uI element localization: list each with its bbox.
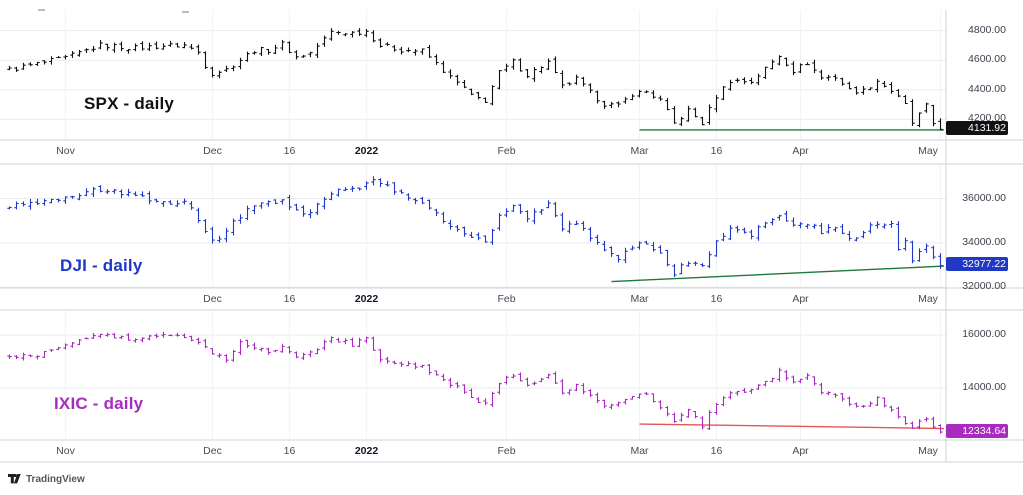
time-axis-label: Feb bbox=[497, 145, 516, 157]
time-axis-label: 2022 bbox=[354, 445, 379, 457]
tradingview-watermark[interactable]: TradingView bbox=[8, 474, 85, 485]
time-axis-label: 16 bbox=[710, 145, 723, 157]
time-axis-label: Nov bbox=[56, 145, 75, 157]
price-axis-label: 36000.00 bbox=[962, 191, 1006, 204]
time-axis-label: Mar bbox=[630, 293, 649, 305]
time-axis-label: Apr bbox=[792, 445, 809, 457]
price-axis-label: 14000.00 bbox=[962, 380, 1006, 393]
time-axis-label: Dec bbox=[203, 145, 222, 157]
panel-title-dji: DJI - daily bbox=[60, 256, 143, 275]
time-axis-label: Mar bbox=[630, 145, 649, 157]
price-axis-label: 4200.00 bbox=[968, 112, 1006, 125]
time-axis-label: Nov bbox=[56, 445, 75, 457]
time-axis-label: Apr bbox=[792, 293, 809, 305]
time-axis-label: Apr bbox=[792, 145, 809, 157]
time-axis-label: May bbox=[918, 445, 938, 457]
time-axis-label: Mar bbox=[630, 445, 649, 457]
time-axis-label: 16 bbox=[283, 293, 296, 305]
time-axis-label: Dec bbox=[203, 445, 222, 457]
time-axis-label: 2022 bbox=[354, 145, 379, 157]
time-axis-label: Feb bbox=[497, 445, 516, 457]
price-axis-label: 4800.00 bbox=[968, 23, 1006, 36]
price-axis-label: 16000.00 bbox=[962, 327, 1006, 340]
watermark-label: TradingView bbox=[26, 474, 85, 485]
chart-pane-spx[interactable] bbox=[0, 10, 946, 140]
time-axis-label: Feb bbox=[497, 293, 516, 305]
price-axis-label: 34000.00 bbox=[962, 235, 1006, 248]
price-axis-label: 4400.00 bbox=[968, 82, 1006, 95]
ui-artifact-mark bbox=[182, 11, 189, 13]
time-axis-label: May bbox=[918, 145, 938, 157]
time-axis-label: 2022 bbox=[354, 293, 379, 305]
ui-artifact-mark bbox=[38, 9, 45, 11]
panel-title-spx: SPX - daily bbox=[84, 94, 175, 113]
time-axis-label: Dec bbox=[203, 293, 222, 305]
tradingview-logo-icon bbox=[8, 474, 21, 484]
chart-pane-ixic[interactable] bbox=[0, 310, 946, 440]
time-axis-label: 16 bbox=[710, 293, 723, 305]
last-price-badge-dji: 32977.22 bbox=[946, 257, 1008, 272]
price-axis-label: 4600.00 bbox=[968, 53, 1006, 66]
price-axis-label: 32000.00 bbox=[962, 280, 1006, 293]
time-axis-label: 16 bbox=[283, 145, 296, 157]
time-axis-label: 16 bbox=[283, 445, 296, 457]
time-axis-label: 16 bbox=[710, 445, 723, 457]
last-price-badge-spx: 4131.92 bbox=[946, 121, 1008, 136]
time-axis-label: May bbox=[918, 293, 938, 305]
panel-title-ixic: IXIC - daily bbox=[54, 394, 144, 413]
last-price-badge-ixic: 12334.64 bbox=[946, 424, 1008, 439]
